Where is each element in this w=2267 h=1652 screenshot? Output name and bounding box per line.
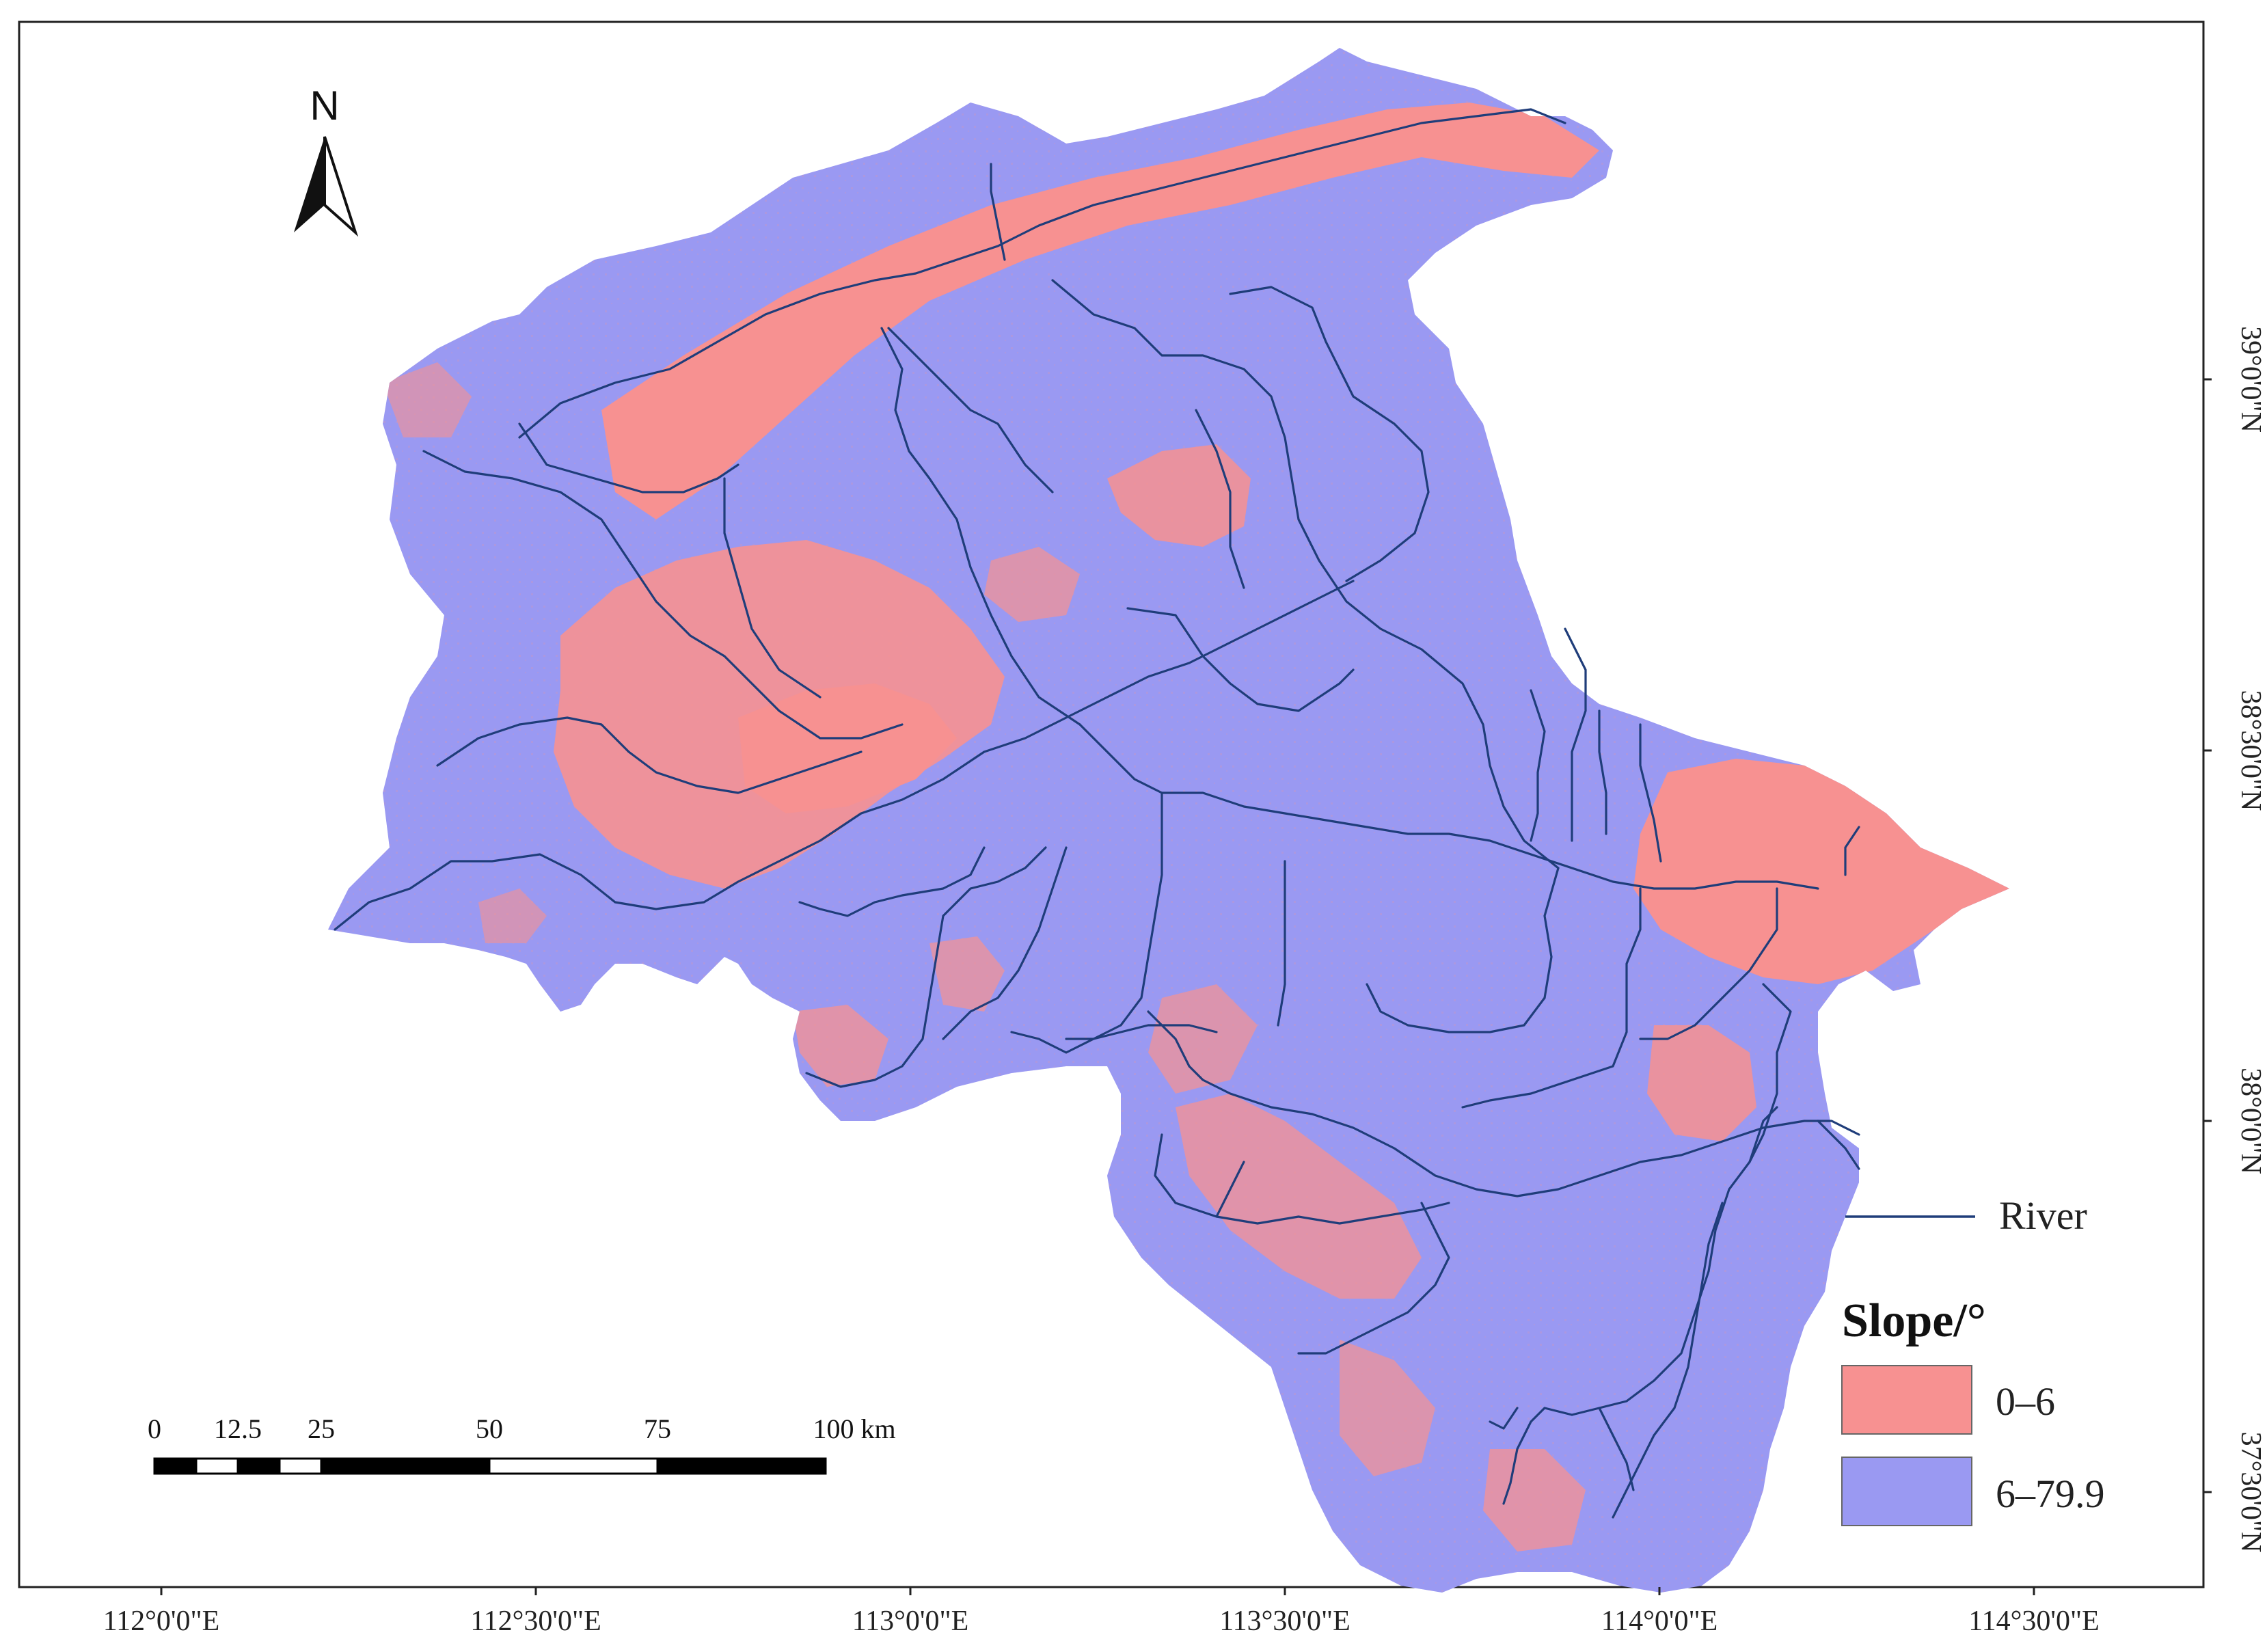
scale-bar: 0 12.5 25 50 75 100 km (148, 1413, 896, 1475)
x-tick-label: 114°0'0"E (1601, 1606, 1718, 1637)
legend-label-high: 6–79.9 (1996, 1472, 2105, 1516)
y-tick-label: 39°0'0"N (2235, 326, 2266, 433)
x-tick-label: 113°30'0"E (1219, 1606, 1350, 1637)
x-tick-label: 114°30'0"E (1968, 1606, 2100, 1637)
legend-river-label: River (1999, 1193, 2087, 1238)
y-tick-label: 38°30'0"N (2235, 690, 2266, 811)
scale-label-12-5: 12.5 (214, 1413, 262, 1444)
y-axis: 39°0'0"N 38°30'0"N 38°0'0"N 37°30'0"N (2203, 326, 2266, 1552)
scale-label-25: 25 (308, 1413, 335, 1444)
legend-swatch-low (1841, 1365, 1972, 1435)
x-tick-label: 112°30'0"E (470, 1606, 601, 1637)
scale-label-75: 75 (644, 1413, 671, 1444)
river-network (334, 108, 1860, 1519)
scale-label-100: 100 km (813, 1413, 895, 1444)
x-tick-label: 113°0'0"E (852, 1606, 969, 1637)
scale-label-0: 0 (148, 1413, 161, 1444)
legend: River Slope/° 0–6 6–79.9 (1841, 1193, 2105, 1526)
north-label: N (310, 83, 339, 128)
y-tick-label: 38°0'0"N (2235, 1068, 2266, 1174)
x-tick-label: 112°0'0"E (103, 1606, 220, 1637)
legend-label-low: 0–6 (1996, 1379, 2055, 1424)
legend-swatch-high (1841, 1457, 1972, 1526)
north-arrow: N (294, 83, 359, 237)
scale-label-50: 50 (476, 1413, 503, 1444)
legend-title: Slope/° (1842, 1295, 1986, 1347)
y-tick-label: 37°30'0"N (2235, 1432, 2266, 1553)
x-axis: 112°0'0"E 112°30'0"E 113°0'0"E 113°30'0"… (103, 1587, 2100, 1637)
